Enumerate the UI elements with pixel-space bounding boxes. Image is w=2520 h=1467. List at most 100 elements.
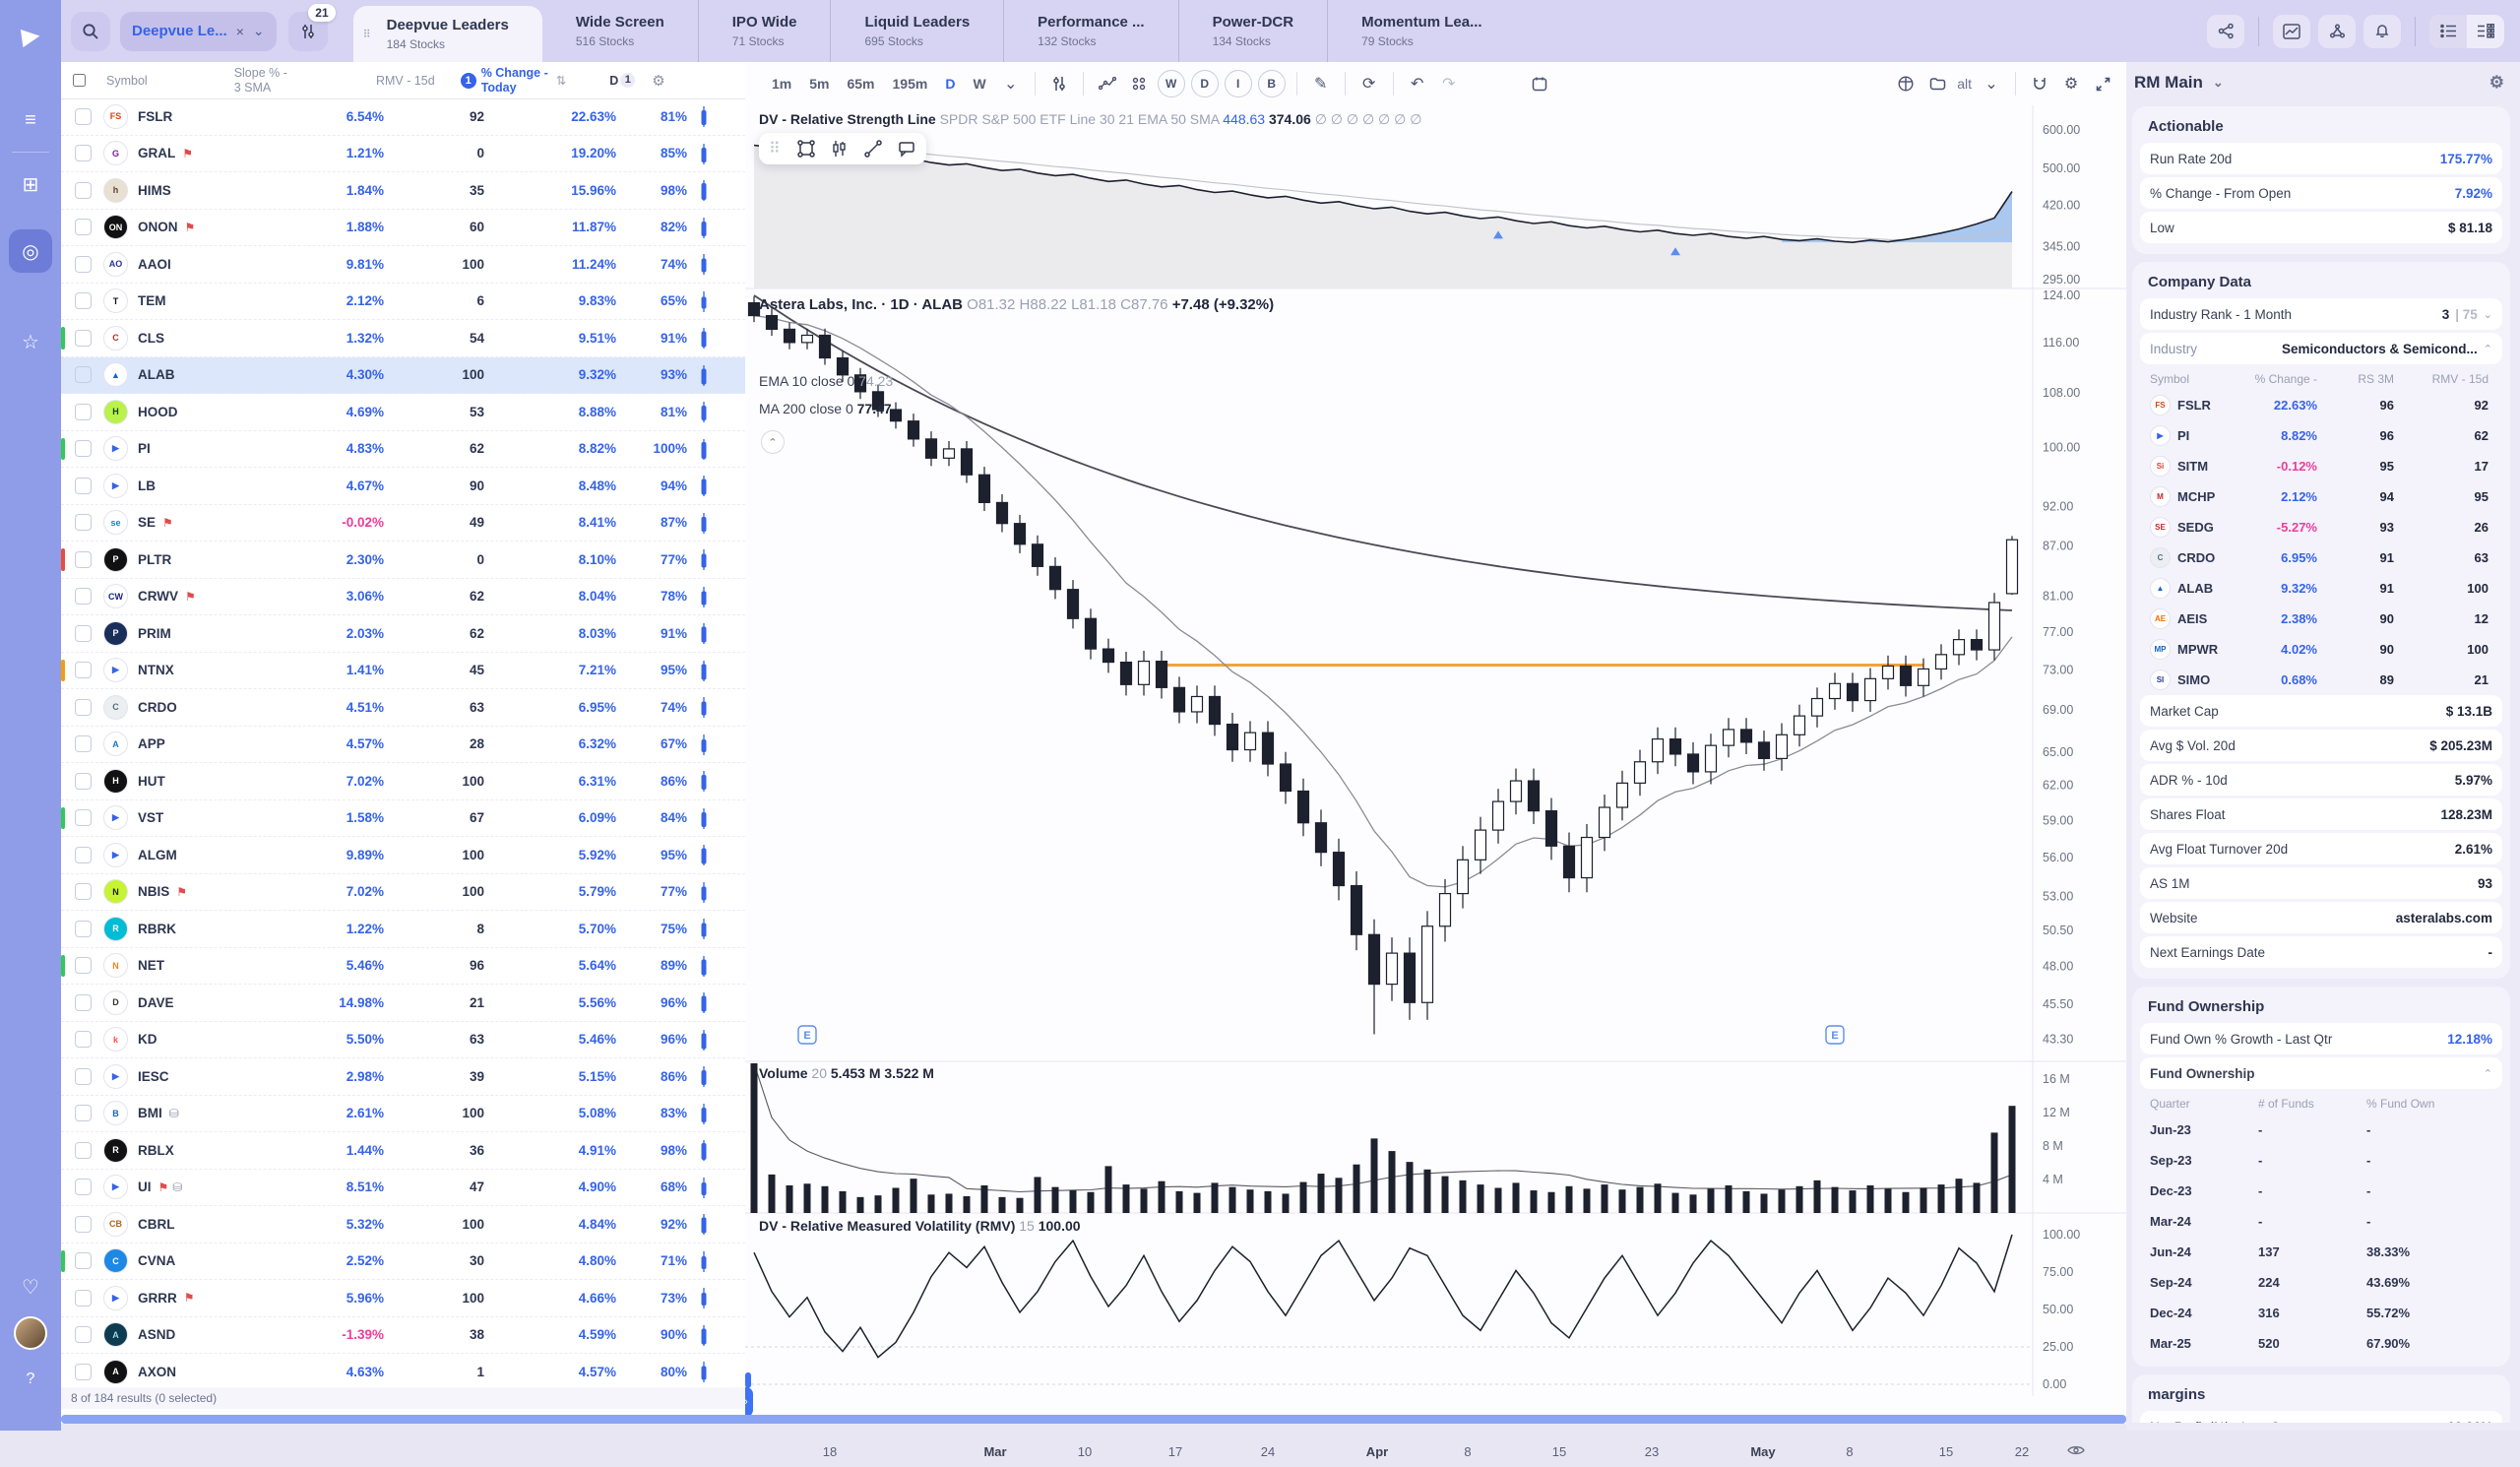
- industry-peer-row-ALAB[interactable]: ▲ ALAB 9.32% 91 100: [2140, 573, 2502, 604]
- horizontal-scrollbar[interactable]: [61, 1415, 2126, 1424]
- row-checkbox[interactable]: [75, 1105, 92, 1122]
- tab-performance-[interactable]: Performance ... 132 Stocks: [1003, 0, 1177, 62]
- drag-handle-icon[interactable]: ⠿: [769, 141, 783, 158]
- row-checkbox[interactable]: [75, 181, 92, 199]
- stat-row[interactable]: Low $ 81.18: [2140, 212, 2502, 243]
- industry-peer-row-SIMO[interactable]: SI SIMO 0.68% 89 21: [2140, 665, 2502, 695]
- industry-peer-row-PI[interactable]: ▶ PI 8.82% 96 62: [2140, 420, 2502, 451]
- row-checkbox[interactable]: [75, 1179, 92, 1196]
- row-checkbox[interactable]: [75, 809, 92, 827]
- dashboard-icon[interactable]: ⊞: [22, 173, 39, 196]
- fund-quarter-row[interactable]: Mar-24- -: [2150, 1214, 2371, 1229]
- row-checkbox[interactable]: [75, 514, 92, 532]
- stat-row[interactable]: Next Earnings Date -: [2140, 936, 2502, 968]
- row-checkbox[interactable]: [75, 255, 92, 273]
- watchlist-row-BMI[interactable]: B BMI ⛁ 2.61% 100 5.08% 83%: [61, 1096, 745, 1132]
- industry-row[interactable]: Industry Semiconductors & Semicond... ⌃: [2140, 333, 2502, 364]
- watchlist-row-NET[interactable]: N NET 5.46% 96 5.64% 89%: [61, 948, 745, 985]
- menu-icon[interactable]: ≡: [25, 108, 36, 131]
- calendar-icon[interactable]: [1524, 69, 1555, 98]
- stat-row[interactable]: Avg Float Turnover 20d 2.61%: [2140, 833, 2502, 864]
- indicator-ma200[interactable]: MA 200 close 0 77.47: [759, 401, 892, 416]
- rmv-pane-title[interactable]: DV - Relative Measured Volatility (RMV) …: [759, 1218, 1081, 1234]
- watchlist-row-GRRR[interactable]: ▶ GRRR ⚑ 5.96% 100 4.66% 73%: [61, 1280, 745, 1317]
- draw-pencil-icon[interactable]: ✎: [1313, 76, 1328, 93]
- fund-quarter-row[interactable]: Dec-23- -: [2150, 1183, 2371, 1198]
- row-checkbox[interactable]: [75, 1363, 92, 1380]
- stat-row[interactable]: Run Rate 20d 175.77%: [2140, 143, 2502, 174]
- watchlist-row-KD[interactable]: k KD 5.50% 63 5.46% 96%: [61, 1022, 745, 1058]
- industry-rank-row[interactable]: Industry Rank - 1 Month 3 | 75 ⌄: [2140, 298, 2502, 330]
- watchlist-row-ONON[interactable]: ON ONON ⚑ 1.88% 60 11.87% 82%: [61, 210, 745, 246]
- industry-peer-row-MPWR[interactable]: MP MPWR 4.02% 90 100: [2140, 634, 2502, 665]
- timeframe-chevron-icon[interactable]: ⌄: [1003, 76, 1018, 93]
- watchlist-row-HUT[interactable]: H HUT 7.02% 100 6.31% 86%: [61, 763, 745, 800]
- stat-row[interactable]: Website asteralabs.com: [2140, 902, 2502, 933]
- watchlist-row-IESC[interactable]: ▶ IESC 2.98% 39 5.15% 86%: [61, 1058, 745, 1096]
- row-checkbox[interactable]: [75, 440, 92, 458]
- tab-wide-screen[interactable]: Wide Screen 516 Stocks: [575, 14, 664, 48]
- alt-chevron-icon[interactable]: ⌄: [1984, 76, 1998, 93]
- alerts-button[interactable]: [2363, 14, 2401, 48]
- watchlist-row-ALGM[interactable]: ▶ ALGM 9.89% 100 5.92% 95%: [61, 837, 745, 874]
- watchlist-row-APP[interactable]: A APP 4.57% 28 6.32% 67%: [61, 727, 745, 763]
- tab-power-dcr[interactable]: Power-DCR 134 Stocks: [1177, 0, 1328, 62]
- stat-row[interactable]: % Change - From Open 7.92%: [2140, 177, 2502, 209]
- industry-peer-row-SITM[interactable]: Si SITM -0.12% 95 17: [2140, 451, 2502, 481]
- row-checkbox[interactable]: [75, 145, 92, 162]
- watchlist-row-TEM[interactable]: T TEM 2.12% 6 9.83% 65%: [61, 284, 745, 320]
- row-checkbox[interactable]: [75, 1031, 92, 1049]
- row-checkbox[interactable]: [75, 588, 92, 606]
- chart-settings-gear-icon[interactable]: ⚙: [2063, 76, 2079, 93]
- search-button[interactable]: [71, 11, 110, 51]
- tab-momentum-lea-[interactable]: Momentum Lea... 79 Stocks: [1327, 0, 1516, 62]
- fullscreen-icon[interactable]: [2087, 69, 2118, 98]
- watchlist-row-UI[interactable]: ▶ UI ⚑ ⛁ 8.51% 47 4.90% 68%: [61, 1170, 745, 1206]
- chevron-down-icon[interactable]: ⌄: [252, 23, 265, 38]
- row-checkbox[interactable]: [75, 662, 92, 679]
- indicator-ema[interactable]: EMA 10 close 0 74.23: [759, 373, 894, 389]
- watchlist-row-LB[interactable]: ▶ LB 4.67% 90 8.48% 94%: [61, 468, 745, 505]
- watchlist-row-GRAL[interactable]: G GRAL ⚑ 1.21% 0 19.20% 85%: [61, 136, 745, 172]
- timeframe-65m[interactable]: 65m: [847, 76, 875, 92]
- row-checkbox[interactable]: [75, 846, 92, 863]
- charts-button[interactable]: [2273, 14, 2310, 48]
- watchlist-row-RBLX[interactable]: R RBLX 1.44% 36 4.91% 98%: [61, 1132, 745, 1170]
- watchlist-row-CVNA[interactable]: C CVNA 2.52% 30 4.80% 71%: [61, 1244, 745, 1280]
- row-checkbox[interactable]: [75, 1289, 92, 1307]
- price-chart-svg[interactable]: 600.00 500.00 420.00 345.00 295.00 E E 124.00 11…: [745, 105, 2126, 1396]
- line-tool-icon[interactable]: [1092, 69, 1123, 98]
- intraday-button[interactable]: I: [1224, 70, 1252, 97]
- row-checkbox[interactable]: [75, 366, 92, 384]
- callout-tool-icon[interactable]: [897, 140, 916, 158]
- indicator-sliders-icon[interactable]: [1043, 69, 1075, 98]
- panel-layout-icon[interactable]: [1890, 69, 1922, 98]
- folder-icon[interactable]: [1922, 69, 1953, 98]
- stat-row[interactable]: Net Profit (%) - Last Qtr19.96%: [2140, 1411, 2502, 1423]
- column-change-today[interactable]: % Change - Today: [480, 66, 548, 95]
- row-checkbox[interactable]: [75, 477, 92, 494]
- chart-plot-area[interactable]: 600.00 500.00 420.00 345.00 295.00 E E 124.00 11…: [739, 105, 2126, 1459]
- stats-title-chevron-icon[interactable]: ⌄: [2212, 75, 2224, 90]
- watchlist-row-ALAB[interactable]: ▲ ALAB 4.30% 100 9.32% 93%: [61, 356, 745, 394]
- watchlist-row-DAVE[interactable]: D DAVE 14.98% 21 5.56% 96%: [61, 985, 745, 1022]
- watchlist-row-CRWV[interactable]: CW CRWV ⚑ 3.06% 62 8.04% 78%: [61, 579, 745, 615]
- fund-quarter-row[interactable]: Mar-25 520 67.90%: [2150, 1336, 2411, 1351]
- row-checkbox[interactable]: [75, 698, 92, 716]
- row-checkbox[interactable]: [75, 883, 92, 901]
- fund-quarter-row[interactable]: Sep-24 224 43.69%: [2150, 1275, 2411, 1290]
- row-checkbox[interactable]: [75, 624, 92, 642]
- timeframe-D[interactable]: D: [945, 76, 956, 92]
- industry-peer-row-MCHP[interactable]: M MCHP 2.12% 94 95: [2140, 481, 2502, 512]
- row-checkbox[interactable]: [75, 1326, 92, 1344]
- daily-button[interactable]: D: [1190, 70, 1219, 97]
- row-checkbox[interactable]: [75, 993, 92, 1011]
- watchlist-row-AXON[interactable]: A AXON 4.63% 1 4.57% 80%: [61, 1354, 745, 1391]
- row-checkbox[interactable]: [75, 772, 92, 790]
- filter-button[interactable]: 21: [287, 3, 336, 51]
- watchlist-row-HOOD[interactable]: H HOOD 4.69% 53 8.88% 81%: [61, 394, 745, 431]
- column-slope[interactable]: Slope % - 3 SMA: [233, 66, 287, 95]
- watchlist-row-PI[interactable]: ▶ PI 4.83% 62 8.82% 100%: [61, 431, 745, 468]
- column-symbol[interactable]: Symbol: [106, 73, 148, 88]
- time-axis[interactable]: 18 Mar 10 17 24 Apr 8 15 23 May 8 15 22: [745, 1439, 2126, 1467]
